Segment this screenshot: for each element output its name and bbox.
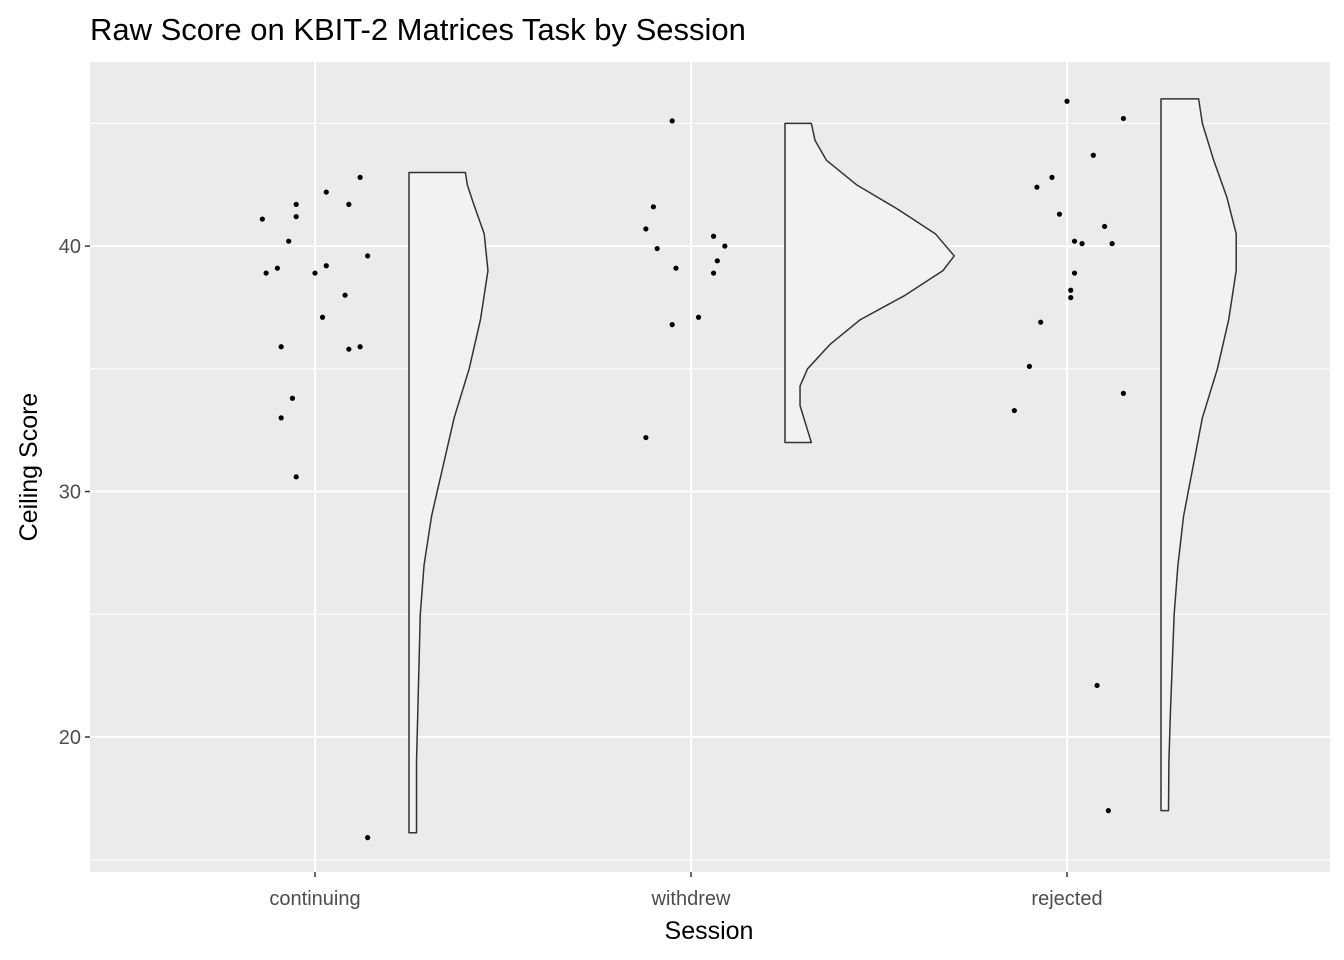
data-point [1102, 223, 1108, 230]
data-point [323, 189, 329, 195]
data-point [1034, 184, 1040, 190]
data-point [722, 243, 728, 249]
data-point [1011, 407, 1017, 414]
violin-rejected [1160, 98, 1237, 812]
data-point [643, 226, 649, 232]
data-point [286, 238, 292, 244]
data-point [1064, 98, 1070, 104]
chart-title: Raw Score on KBIT-2 Matrices Task by Ses… [90, 12, 746, 47]
data-point [1109, 241, 1115, 247]
data-point [669, 322, 675, 328]
data-point [1071, 238, 1078, 244]
data-point [1120, 390, 1126, 396]
y-axis: 20 30 40 [59, 236, 90, 749]
data-point [1071, 270, 1078, 276]
data-point [323, 263, 329, 269]
data-point [643, 434, 649, 441]
x-axis: continuing withdrew rejected [269, 872, 1103, 910]
violin-continuing [408, 171, 489, 834]
data-point [1026, 363, 1032, 369]
data-point [357, 174, 363, 180]
major-grid [90, 62, 1330, 872]
data-point [1038, 319, 1044, 325]
data-point [1105, 808, 1111, 814]
data-point [357, 344, 363, 350]
data-point [293, 474, 299, 480]
y-axis-title: Ceiling Score [15, 393, 43, 542]
data-point [259, 216, 265, 222]
data-point [654, 245, 660, 252]
data-point [312, 270, 318, 276]
data-point [346, 346, 352, 352]
data-point [1094, 682, 1100, 689]
y-tick-label: 40 [59, 236, 81, 258]
y-tick-label: 30 [59, 482, 81, 504]
minor-grid [90, 122, 1330, 861]
data-point [342, 292, 348, 298]
data-point [263, 270, 269, 276]
x-tick-label: rejected [1031, 888, 1102, 910]
data-point [278, 344, 284, 350]
data-point [274, 265, 280, 271]
data-point [319, 314, 326, 320]
data-point [293, 201, 299, 207]
data-point [710, 270, 717, 276]
data-point [710, 233, 717, 239]
data-point [346, 201, 352, 207]
data-point [669, 118, 675, 124]
x-axis-title: Session [665, 917, 754, 945]
data-point [673, 265, 679, 271]
data-point [1090, 152, 1096, 158]
data-point [714, 258, 720, 264]
data-point [365, 253, 371, 259]
plot-panel [90, 62, 1330, 872]
y-tick-label: 20 [59, 727, 81, 749]
data-point [650, 204, 657, 210]
data-point [1049, 174, 1055, 180]
data-point [1079, 241, 1085, 247]
data-point [1068, 287, 1074, 293]
x-tick-label: withdrew [651, 888, 731, 910]
data-point [1056, 211, 1063, 217]
x-tick-label: continuing [269, 888, 360, 910]
data-point [278, 415, 284, 421]
data-point [695, 314, 702, 320]
data-points [259, 98, 1126, 841]
data-point [289, 395, 296, 401]
violins [408, 98, 1237, 834]
data-point [1120, 115, 1126, 122]
data-point [1068, 295, 1074, 301]
data-point [293, 214, 299, 220]
data-point [365, 835, 371, 841]
violin-withdrew [784, 122, 955, 444]
